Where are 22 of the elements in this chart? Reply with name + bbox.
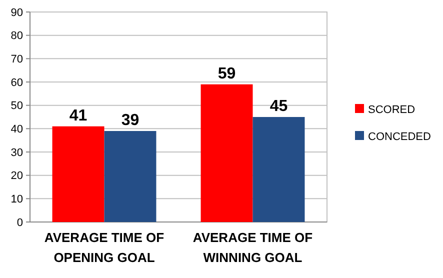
bar	[252, 117, 305, 222]
data-label: 41	[69, 107, 88, 124]
y-tick-label: 30	[10, 146, 23, 159]
y-tick-label: 10	[10, 194, 23, 206]
data-label: 45	[270, 98, 288, 115]
bar	[200, 84, 253, 222]
y-tick-label: 70	[10, 54, 23, 66]
data-label: 39	[121, 112, 140, 129]
y-tick-label: 40	[10, 124, 23, 136]
bar	[104, 131, 156, 222]
y-tick-label: 60	[10, 76, 23, 89]
x-tick-label: AVERAGE TIME OF WINNING GOAL	[192, 230, 313, 265]
legend-label: CONCEDED	[368, 130, 432, 143]
data-label: 59	[218, 65, 236, 82]
x-tick-label: AVERAGE TIME OF OPENING GOAL	[44, 230, 164, 265]
y-tick-label: 20	[10, 170, 23, 182]
y-tick-label: 80	[10, 30, 23, 42]
bar	[52, 126, 104, 222]
legend-label: SCORED	[368, 104, 416, 116]
y-tick-label: 50	[10, 100, 23, 112]
y-tick-label: 90	[10, 6, 23, 19]
y-tick-label: 0	[16, 216, 23, 229]
